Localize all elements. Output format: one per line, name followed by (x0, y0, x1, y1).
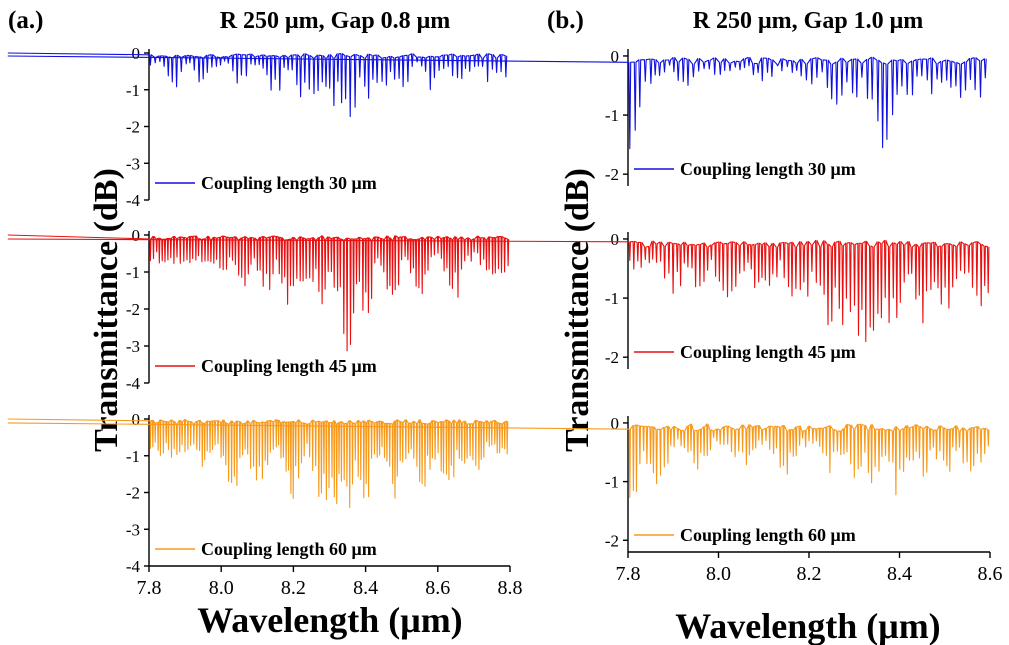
y-tick-label: -2 (605, 531, 619, 550)
y-tick-label: -4 (126, 374, 141, 393)
y-tick-label: 0 (611, 230, 620, 249)
y-tick-label: -3 (126, 154, 140, 173)
panel-a-tag: (a.) (8, 7, 43, 34)
y-tick-label: -1 (605, 289, 619, 308)
y-tick-label: -2 (605, 165, 619, 184)
panel-a-ylabel: Transmittance (dB) (88, 168, 125, 452)
y-tick-label: -1 (605, 473, 619, 492)
panel-b-title: R 250 μm, Gap 1.0 μm (693, 8, 924, 34)
series-line (7, 55, 987, 150)
x-tick-label: 8.2 (281, 577, 306, 599)
legend-label: Coupling length 45 μm (201, 356, 377, 376)
y-tick-label: 0 (132, 44, 141, 63)
y-tick-label: -1 (605, 106, 619, 125)
y-tick-label: -1 (126, 447, 140, 466)
x-tick-label: 7.8 (616, 563, 641, 585)
series-line (7, 422, 990, 499)
legend-label: Coupling length 30 μm (201, 173, 377, 193)
legend-label: Coupling length 60 μm (201, 539, 377, 559)
x-tick-label: 8.6 (425, 577, 450, 599)
x-tick-label: 8.2 (797, 563, 822, 585)
y-tick-label: -4 (126, 557, 141, 576)
y-tick-label: -3 (126, 520, 140, 539)
subplot-2: 0 -1 -2 -3 -4 Coupling length 45 μm (7, 226, 510, 393)
y-tick-label: 0 (611, 47, 620, 66)
x-tick-label: 7.8 (137, 577, 162, 599)
y-tick-label: -2 (126, 484, 140, 503)
legend-label: Coupling length 60 μm (680, 525, 856, 545)
subplot-1: 0 -1 -2 -3 -4 Coupling length 30 μm (7, 44, 508, 210)
y-tick-label: -2 (126, 300, 140, 319)
x-tick-label: 8.4 (887, 563, 912, 585)
legend-label: Coupling length 45 μm (680, 342, 856, 362)
series-line (7, 238, 990, 343)
series-line (7, 418, 509, 509)
series-line (7, 234, 510, 352)
x-tick-label: 8.4 (353, 577, 378, 599)
subplot-4: 0 -1 -2 Coupling length 30 μm (7, 47, 987, 186)
panel-b-ylabel: Transmittance (dB) (559, 168, 596, 452)
subplot-3: 0 -1 -2 -3 -47.8 8.0 8.2 8.4 8.6 8.8 Coupling leng… (7, 410, 523, 599)
series-line (7, 52, 508, 118)
x-tick-label: 8.0 (209, 577, 234, 599)
y-tick-label: -4 (126, 191, 141, 210)
subplot-5: 0 -1 -2 Coupling length 45 μm (7, 230, 990, 369)
panel-b-tag: (b.) (547, 7, 584, 34)
y-tick-label: 0 (132, 410, 141, 429)
panel-a-xlabel: Wavelength (μm) (197, 600, 462, 640)
x-tick-label: 8.6 (978, 563, 1003, 585)
y-tick-label: 0 (132, 226, 141, 245)
plot-area: 0 -1 -2 -3 -4 Coupling length 30 μm 0 -1 -2 -3 -4 C… (7, 44, 1003, 599)
y-tick-label: 0 (611, 414, 620, 433)
y-tick-label: -1 (126, 81, 140, 100)
x-tick-label: 8.0 (706, 563, 731, 585)
y-tick-label: -2 (605, 348, 619, 367)
y-tick-label: -1 (126, 263, 140, 282)
legend-label: Coupling length 30 μm (680, 159, 856, 179)
y-tick-label: -2 (126, 118, 140, 137)
panel-a-title: R 250 μm, Gap 0.8 μm (220, 8, 451, 34)
subplot-6: 0 -1 -2 7.8 8.0 8.2 8.4 8.6 Coupling length 60 μ… (7, 414, 1003, 585)
x-tick-label: 8.8 (498, 577, 523, 599)
y-tick-label: -3 (126, 337, 140, 356)
panel-b-xlabel: Wavelength (μm) (675, 606, 940, 645)
